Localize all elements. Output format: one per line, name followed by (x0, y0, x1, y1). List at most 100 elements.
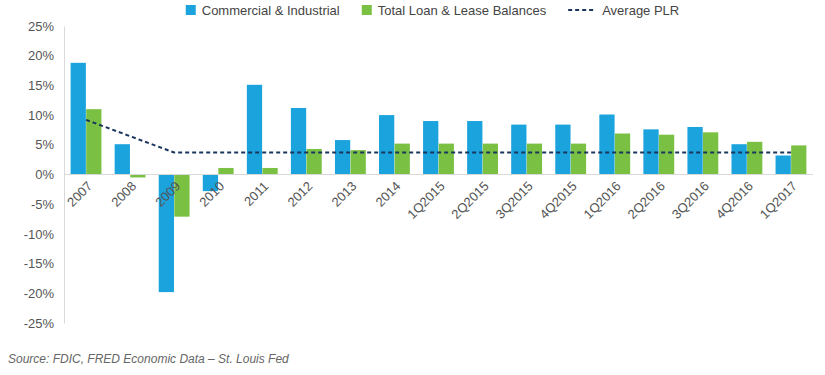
y-tick-label: 10% (28, 108, 54, 123)
bar (599, 115, 614, 175)
x-tick-label: 4Q2015 (536, 179, 579, 222)
line (86, 120, 791, 153)
bar (776, 155, 791, 174)
x-tick-label: 2014 (373, 179, 404, 210)
chart: -25% -20% -15% -10% -5% 0% 5% 10% 15% 20% 25% 2007 2… (0, 0, 825, 375)
x-tick-label: 2Q2016 (625, 179, 668, 222)
bar (86, 109, 101, 174)
x-tick: 2010 (196, 175, 227, 210)
legend-item: Commercial & Industrial (186, 3, 340, 18)
x-tick-label: 4Q2016 (713, 179, 756, 222)
y-tick-label: 25% (28, 19, 54, 34)
legend-swatch (362, 5, 372, 15)
x-tick-label: 3Q2016 (669, 179, 712, 222)
x-tick: 4Q2016 (713, 175, 756, 222)
x-tick-label: 2Q2015 (448, 179, 491, 222)
bar-series (71, 63, 791, 292)
y-tick: 20% (28, 48, 64, 63)
y-tick-label: -15% (24, 256, 55, 271)
bar (747, 142, 762, 175)
y-tick: 10% (28, 108, 64, 123)
x-tick: 2012 (284, 175, 315, 210)
y-tick: -25% (24, 316, 64, 331)
x-axis: 200720082009201020112012201320141Q20152Q… (64, 175, 800, 222)
bar (423, 121, 438, 174)
legend-item: Total Loan & Lease Balances (362, 3, 547, 18)
x-tick: 2Q2016 (625, 175, 668, 222)
zero-line (64, 174, 813, 175)
y-tick-label: 20% (28, 48, 54, 63)
bar (511, 125, 526, 175)
legend-item: Average PLR (568, 3, 679, 18)
y-tick-label: 0% (35, 167, 54, 182)
legend: Commercial & Industrial Total Loan & Leas… (186, 3, 680, 18)
bar (791, 145, 806, 174)
bar (262, 168, 277, 175)
bar (351, 150, 366, 174)
bar (731, 144, 746, 174)
bar (379, 115, 394, 174)
bar (218, 168, 233, 175)
x-tick-label: 1Q2017 (757, 179, 800, 222)
y-tick: -5% (31, 197, 64, 212)
y-tick-label: -5% (31, 197, 55, 212)
y-tick: -20% (24, 286, 64, 301)
y-tick: 15% (28, 78, 64, 93)
bar (555, 125, 570, 175)
x-tick-label: 2007 (64, 179, 95, 210)
x-tick: 2Q2015 (448, 175, 491, 222)
x-tick: 2013 (328, 175, 359, 210)
y-tick-label: -10% (24, 227, 55, 242)
x-tick: 2009 (152, 175, 183, 210)
x-tick: 2014 (373, 175, 404, 210)
y-tick: 5% (35, 137, 64, 152)
x-tick: 3Q2015 (492, 175, 535, 222)
y-tick-label: -20% (24, 286, 55, 301)
y-tick-label: -25% (24, 316, 55, 331)
bar (659, 135, 674, 175)
legend-swatch (186, 5, 196, 15)
plot-marks (71, 63, 807, 292)
bar (439, 144, 454, 175)
y-tick-label: 15% (28, 78, 54, 93)
bar (527, 144, 542, 175)
x-tick-label: 2010 (196, 179, 227, 210)
x-tick-label: 2011 (241, 179, 271, 209)
bar (571, 144, 586, 175)
x-tick: 3Q2016 (669, 175, 712, 222)
x-tick: 1Q2016 (581, 175, 624, 222)
bar (335, 140, 350, 174)
x-tick-label: 2009 (152, 179, 183, 210)
bar (247, 85, 262, 175)
y-tick: -10% (24, 227, 64, 242)
source: Source: FDIC, FRED Economic Data – St. L… (8, 352, 289, 366)
legend-label: Total Loan & Lease Balances (378, 3, 547, 18)
y-tick-label: 5% (35, 137, 54, 152)
x-tick-label: 1Q2016 (581, 179, 624, 222)
y-tick: 0% (35, 167, 64, 182)
bar (115, 144, 130, 174)
bar (687, 127, 702, 175)
y-axis: -25% -20% -15% -10% -5% 0% 5% 10% 15% 20% 25% (24, 19, 65, 331)
x-tick-label: 2008 (108, 179, 139, 210)
x-tick-label: 2013 (328, 179, 359, 210)
x-tick: 2007 (64, 175, 95, 210)
legend-label: Average PLR (602, 3, 679, 18)
bar (291, 108, 306, 175)
legend-label: Commercial & Industrial (202, 3, 340, 18)
y-tick: 25% (28, 19, 64, 34)
x-tick: 4Q2015 (536, 175, 579, 222)
bar (395, 144, 410, 175)
x-tick-label: 2012 (284, 179, 315, 210)
bar (467, 121, 482, 174)
x-tick: 2011 (241, 175, 271, 209)
x-tick-label: 3Q2015 (492, 179, 535, 222)
bar (615, 134, 630, 175)
bar (483, 144, 498, 175)
x-tick: 1Q2015 (404, 175, 447, 222)
bar (71, 63, 86, 175)
x-tick-label: 1Q2015 (404, 179, 447, 222)
legend-swatch (568, 9, 596, 11)
x-tick: 1Q2017 (757, 175, 800, 222)
y-tick: -15% (24, 256, 64, 271)
